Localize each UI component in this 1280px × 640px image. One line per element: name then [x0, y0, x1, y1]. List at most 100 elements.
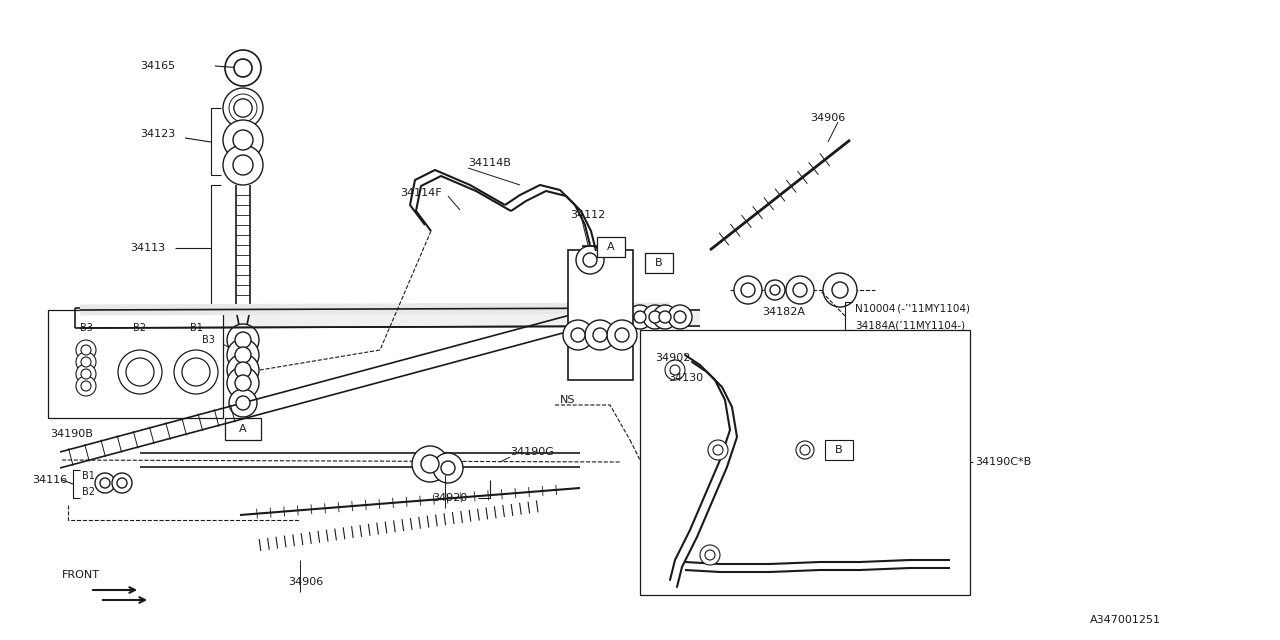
- Circle shape: [614, 328, 628, 342]
- Bar: [225, 418, 261, 440]
- Circle shape: [643, 305, 667, 329]
- Circle shape: [223, 120, 262, 160]
- Text: 34112: 34112: [570, 210, 605, 220]
- Circle shape: [238, 63, 248, 73]
- Circle shape: [223, 88, 262, 128]
- Circle shape: [125, 358, 154, 386]
- Text: 34190B: 34190B: [50, 429, 93, 439]
- Circle shape: [229, 94, 257, 122]
- Circle shape: [81, 381, 91, 391]
- Circle shape: [708, 440, 728, 460]
- Circle shape: [236, 347, 251, 363]
- Circle shape: [225, 50, 261, 86]
- Text: 34130: 34130: [668, 373, 703, 383]
- Circle shape: [236, 332, 251, 348]
- Circle shape: [786, 276, 814, 304]
- Circle shape: [634, 311, 646, 323]
- Text: B3: B3: [202, 335, 215, 345]
- Circle shape: [666, 360, 685, 380]
- Bar: [826, 440, 852, 460]
- Text: 34920: 34920: [433, 493, 467, 503]
- Text: B3: B3: [79, 323, 92, 333]
- Text: A347001251: A347001251: [1091, 615, 1161, 625]
- Circle shape: [100, 478, 110, 488]
- Circle shape: [174, 350, 218, 394]
- Text: 34116: 34116: [32, 475, 67, 485]
- Circle shape: [113, 473, 132, 493]
- Bar: [640, 330, 970, 595]
- Circle shape: [76, 340, 96, 360]
- Circle shape: [433, 453, 463, 483]
- Circle shape: [771, 285, 780, 295]
- Circle shape: [116, 478, 127, 488]
- Text: B: B: [655, 258, 663, 268]
- Circle shape: [234, 59, 252, 77]
- Circle shape: [118, 350, 163, 394]
- Circle shape: [585, 320, 614, 350]
- Circle shape: [233, 155, 253, 175]
- Bar: [596, 237, 625, 257]
- Bar: [49, 310, 223, 418]
- Text: A: A: [607, 242, 614, 252]
- Circle shape: [236, 396, 250, 410]
- Circle shape: [76, 352, 96, 372]
- Text: 34190G: 34190G: [509, 447, 554, 457]
- Circle shape: [421, 455, 439, 473]
- Circle shape: [234, 99, 252, 117]
- Circle shape: [765, 280, 785, 300]
- Circle shape: [628, 305, 652, 329]
- Polygon shape: [76, 308, 700, 328]
- Bar: [568, 250, 634, 380]
- Circle shape: [649, 311, 660, 323]
- Bar: [645, 253, 673, 273]
- Circle shape: [582, 253, 596, 267]
- Circle shape: [236, 362, 251, 378]
- Circle shape: [713, 445, 723, 455]
- Circle shape: [412, 446, 448, 482]
- Text: 34906: 34906: [288, 577, 324, 587]
- Text: 34902: 34902: [655, 353, 690, 363]
- Circle shape: [794, 283, 806, 297]
- Circle shape: [81, 345, 91, 355]
- Text: 34182A: 34182A: [762, 307, 805, 317]
- Text: 34165: 34165: [140, 61, 175, 71]
- Text: B1: B1: [82, 471, 95, 481]
- Circle shape: [236, 375, 251, 391]
- Circle shape: [182, 358, 210, 386]
- Circle shape: [576, 246, 604, 274]
- Circle shape: [733, 276, 762, 304]
- Text: 34190C*B: 34190C*B: [975, 457, 1032, 467]
- Circle shape: [76, 364, 96, 384]
- Circle shape: [223, 145, 262, 185]
- Circle shape: [233, 130, 253, 150]
- Text: A: A: [239, 424, 247, 434]
- Text: B: B: [835, 445, 842, 455]
- Circle shape: [571, 328, 585, 342]
- Text: B2: B2: [82, 487, 95, 497]
- Text: B2: B2: [133, 323, 146, 333]
- Circle shape: [76, 376, 96, 396]
- Text: N10004 (-’'11MY1104): N10004 (-’'11MY1104): [855, 303, 970, 313]
- Circle shape: [668, 305, 692, 329]
- Circle shape: [796, 441, 814, 459]
- Circle shape: [229, 389, 257, 417]
- Text: NS: NS: [561, 395, 576, 405]
- Circle shape: [81, 357, 91, 367]
- Text: 34906: 34906: [810, 113, 845, 123]
- Circle shape: [607, 320, 637, 350]
- Text: 34123: 34123: [140, 129, 175, 139]
- Text: B1: B1: [189, 323, 202, 333]
- Circle shape: [234, 99, 252, 117]
- Circle shape: [95, 473, 115, 493]
- Text: FRONT: FRONT: [61, 570, 100, 580]
- Circle shape: [563, 320, 593, 350]
- Circle shape: [705, 550, 716, 560]
- Circle shape: [659, 311, 671, 323]
- Circle shape: [227, 324, 259, 356]
- Circle shape: [700, 545, 719, 565]
- Circle shape: [653, 305, 677, 329]
- Circle shape: [227, 354, 259, 386]
- Circle shape: [81, 369, 91, 379]
- Circle shape: [832, 282, 849, 298]
- Circle shape: [227, 339, 259, 371]
